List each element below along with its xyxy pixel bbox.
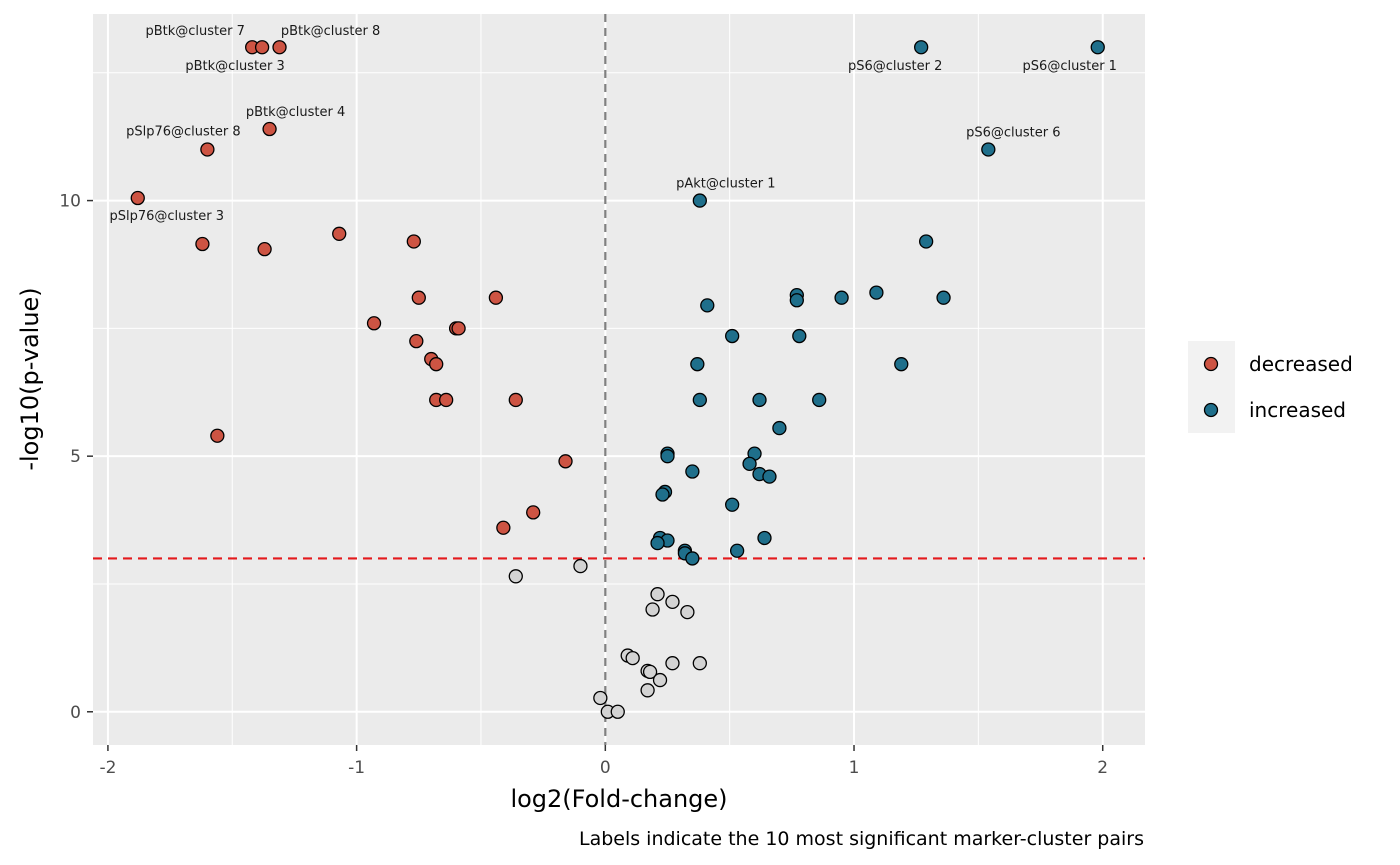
data-point bbox=[655, 487, 670, 502]
data-point bbox=[834, 290, 849, 305]
data-point bbox=[700, 298, 715, 313]
data-point bbox=[272, 40, 287, 55]
legend-label-decreased: decreased bbox=[1249, 352, 1353, 376]
data-point bbox=[496, 520, 511, 535]
data-point bbox=[692, 193, 707, 208]
minor-gridlines bbox=[93, 14, 1145, 745]
data-point bbox=[488, 290, 504, 305]
data-point bbox=[752, 392, 767, 408]
data-point bbox=[660, 449, 675, 464]
data-point bbox=[665, 594, 680, 610]
data-point bbox=[742, 456, 757, 471]
legend-key-background bbox=[1188, 341, 1235, 433]
data-points bbox=[130, 40, 1105, 719]
data-point bbox=[610, 704, 625, 719]
data-point bbox=[262, 121, 277, 137]
data-point bbox=[981, 142, 996, 157]
legend-label-increased: increased bbox=[1249, 398, 1346, 422]
point-label: pSlp76@cluster 3 bbox=[110, 209, 225, 224]
data-point bbox=[558, 454, 573, 469]
data-point bbox=[210, 428, 225, 443]
data-point bbox=[685, 464, 700, 479]
point-label: pSlp76@cluster 8 bbox=[126, 124, 241, 139]
data-point bbox=[625, 650, 640, 666]
y-tick-label: 10 bbox=[59, 192, 81, 212]
x-axis-title: log2(Fold-change) bbox=[510, 785, 727, 813]
data-point bbox=[332, 226, 347, 241]
y-tick-label: 5 bbox=[70, 447, 81, 467]
data-point bbox=[725, 328, 740, 344]
data-point bbox=[690, 357, 705, 372]
data-point bbox=[725, 497, 740, 512]
point-label: pBtk@cluster 8 bbox=[281, 24, 380, 39]
point-label: pBtk@cluster 4 bbox=[246, 105, 345, 120]
data-point bbox=[409, 334, 424, 349]
reference-lines bbox=[93, 14, 1145, 745]
data-point bbox=[508, 392, 523, 408]
data-point bbox=[406, 234, 421, 249]
data-point bbox=[645, 602, 660, 617]
data-point bbox=[789, 293, 804, 308]
point-label: pS6@cluster 6 bbox=[966, 125, 1060, 140]
data-point bbox=[729, 543, 745, 558]
x-axis: -2 -1 0 1 2 bbox=[99, 745, 1108, 778]
x-tick-label: 0 bbox=[600, 758, 611, 778]
data-point bbox=[411, 290, 426, 305]
point-labels: pBtk@cluster 7 pBtk@cluster 3 pBtk@cluster… bbox=[110, 24, 1117, 224]
panel-background bbox=[93, 14, 1145, 745]
data-point bbox=[650, 587, 665, 602]
point-label: pS6@cluster 2 bbox=[848, 59, 942, 74]
data-point bbox=[680, 604, 695, 620]
data-point bbox=[692, 656, 707, 671]
point-label: pS6@cluster 1 bbox=[1023, 59, 1117, 74]
data-point bbox=[200, 142, 215, 157]
data-point bbox=[508, 569, 523, 584]
data-point bbox=[692, 392, 707, 408]
data-point bbox=[640, 683, 655, 698]
data-point bbox=[366, 316, 382, 331]
data-point bbox=[257, 241, 272, 257]
point-label: pAkt@cluster 1 bbox=[676, 177, 775, 192]
data-point bbox=[772, 420, 787, 436]
data-point bbox=[685, 551, 700, 566]
data-point bbox=[757, 530, 772, 546]
data-point bbox=[652, 672, 668, 688]
y-axis-title: -log10(p-value) bbox=[16, 287, 44, 470]
data-point bbox=[762, 469, 777, 484]
x-tick-label: -1 bbox=[348, 758, 365, 778]
point-label: pBtk@cluster 3 bbox=[185, 59, 284, 74]
data-point bbox=[195, 236, 210, 252]
data-point bbox=[792, 328, 807, 344]
y-axis: 0 5 10 bbox=[59, 192, 93, 723]
data-point bbox=[642, 664, 658, 680]
data-point bbox=[1090, 40, 1105, 55]
data-point bbox=[573, 558, 588, 574]
legend: decreased increased bbox=[1188, 341, 1353, 433]
data-point bbox=[918, 234, 934, 249]
data-point bbox=[130, 190, 145, 206]
y-tick-label: 0 bbox=[70, 703, 81, 723]
data-point bbox=[429, 357, 444, 372]
x-tick-label: 1 bbox=[849, 758, 860, 778]
data-point bbox=[894, 357, 909, 372]
x-tick-label: -2 bbox=[99, 758, 116, 778]
legend-key-decreased bbox=[1203, 356, 1219, 372]
point-label: pBtk@cluster 7 bbox=[145, 24, 244, 39]
data-point bbox=[869, 285, 884, 300]
chart-caption: Labels indicate the 10 most significant … bbox=[579, 828, 1144, 850]
data-point bbox=[914, 40, 929, 55]
data-point bbox=[812, 392, 827, 408]
data-point bbox=[254, 40, 270, 55]
data-point bbox=[650, 535, 665, 551]
data-point bbox=[665, 656, 680, 671]
x-tick-label: 2 bbox=[1097, 758, 1108, 778]
data-point bbox=[439, 392, 454, 408]
data-point bbox=[451, 321, 466, 336]
legend-key-increased bbox=[1203, 402, 1219, 418]
data-point bbox=[526, 505, 541, 520]
data-point bbox=[936, 290, 951, 305]
data-point bbox=[593, 690, 608, 706]
